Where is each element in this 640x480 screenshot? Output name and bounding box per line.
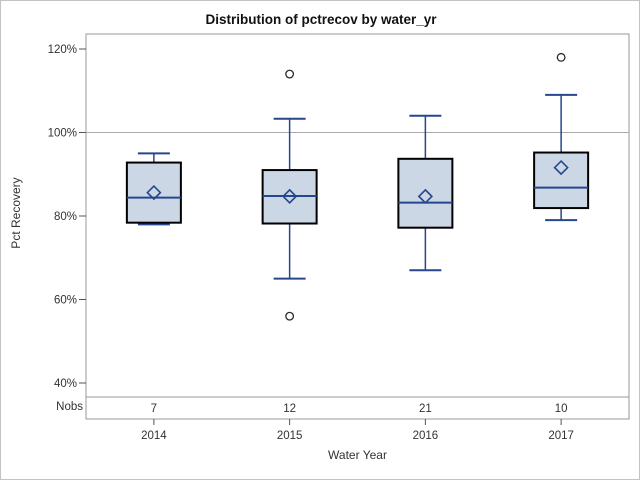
y-tick-label: 60% [54,295,77,307]
outlier-point [556,52,566,62]
outlier-point [285,69,295,79]
chart-title: Distribution of pctrecov by water_yr [205,12,437,27]
x-tick-label: 2016 [413,430,439,442]
x-tick-label: 2015 [277,430,303,442]
nobs-value: 7 [151,403,157,415]
mean-diamond-marker [281,188,298,205]
nobs-row-label: Nobs [56,401,83,413]
y-tick-label: 40% [54,378,77,390]
outlier-point [285,311,295,321]
mean-diamond-marker [146,184,162,201]
y-tick-label: 120% [48,44,77,56]
box-2014 [125,161,182,224]
x-axis-title: Water Year [328,448,387,462]
y-tick-label: 80% [54,211,77,223]
nobs-value: 10 [555,403,568,415]
mean-diamond-marker [417,188,434,205]
x-tick-label: 2017 [548,430,574,442]
nobs-value: 12 [283,403,296,415]
mean-diamond-marker [553,159,569,176]
nobs-value: 21 [419,403,432,415]
plot-frame [85,33,630,420]
box-2016 [397,157,454,229]
x-tick-label: 2014 [141,430,167,442]
y-tick-label: 100% [48,128,77,140]
